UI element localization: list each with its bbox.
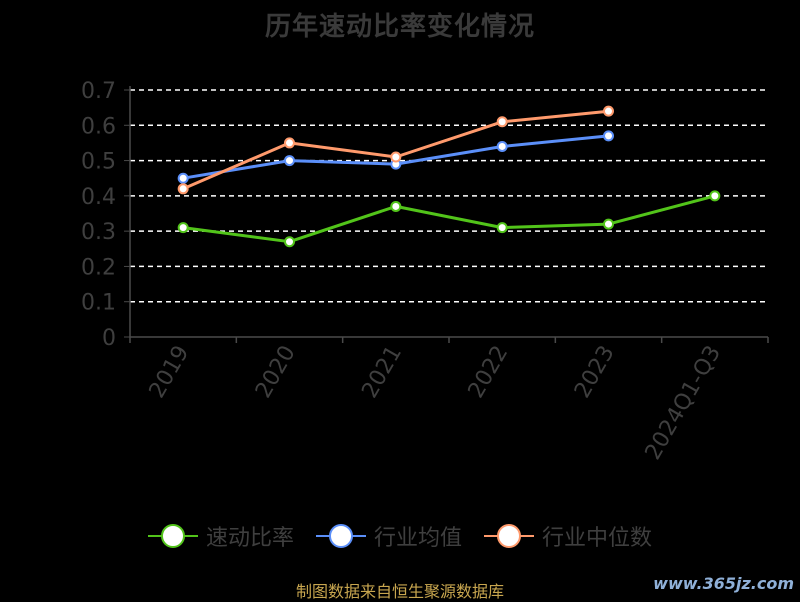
source-note: 制图数据来自恒生聚源数据库 xyxy=(295,582,504,601)
data-point xyxy=(603,130,614,142)
y-tick-label: 0.1 xyxy=(81,291,116,316)
legend: 速动比率 行业均值 行业中位数 xyxy=(0,520,800,552)
axis-layer: 0 0.1 0.2 0.3 0.4 0.5 0.6 0.7 2019 2020 2021 2022 20… xyxy=(81,79,769,465)
x-tick-label: 2019 xyxy=(145,342,195,403)
data-point xyxy=(390,151,402,163)
y-tick-label: 0.5 xyxy=(81,150,116,175)
y-tick-label: 0 xyxy=(102,326,116,351)
grid-layer xyxy=(130,89,768,303)
series-line-2 xyxy=(182,109,609,191)
legend-item-industry-mean[interactable]: 行业均值 xyxy=(315,520,462,552)
watermark: www.365jz.com xyxy=(653,574,794,593)
legend-swatch-icon xyxy=(315,520,366,552)
data-point xyxy=(496,140,508,152)
data-point xyxy=(603,218,614,230)
legend-label: 行业中位数 xyxy=(542,526,653,551)
data-point xyxy=(709,190,721,202)
x-tick-label: 2022 xyxy=(464,341,514,402)
y-tick-label: 0.3 xyxy=(81,220,116,245)
data-point xyxy=(284,236,295,248)
series-line-0 xyxy=(183,194,716,244)
y-tick-label: 0.4 xyxy=(81,185,116,210)
data-point xyxy=(496,116,508,128)
series-layer xyxy=(177,105,721,248)
data-point xyxy=(284,137,295,149)
x-tick-label: 2023 xyxy=(570,342,620,403)
y-tick-label: 0.2 xyxy=(81,255,116,280)
data-point xyxy=(177,222,189,234)
data-point xyxy=(284,155,295,167)
y-tick-label: 0.6 xyxy=(81,114,116,139)
x-tick-label: 2020 xyxy=(251,342,301,403)
data-point xyxy=(177,183,189,195)
legend-label: 行业均值 xyxy=(373,526,462,551)
legend-item-industry-median[interactable]: 行业中位数 xyxy=(484,520,652,552)
y-tick-label: 0.7 xyxy=(81,79,116,104)
legend-item-quick-ratio[interactable]: 速动比率 xyxy=(147,520,294,552)
data-point xyxy=(603,105,614,117)
data-point xyxy=(390,200,402,212)
data-point xyxy=(496,222,508,234)
legend-swatch-icon xyxy=(484,520,534,552)
legend-swatch-icon xyxy=(147,520,198,552)
x-tick-label: 2024Q1-Q3 xyxy=(641,342,726,465)
data-point xyxy=(177,172,189,184)
chart-title: 历年速动比率变化情况 xyxy=(264,12,535,42)
legend-label: 速动比率 xyxy=(205,526,294,551)
x-tick-label: 2021 xyxy=(357,342,407,403)
